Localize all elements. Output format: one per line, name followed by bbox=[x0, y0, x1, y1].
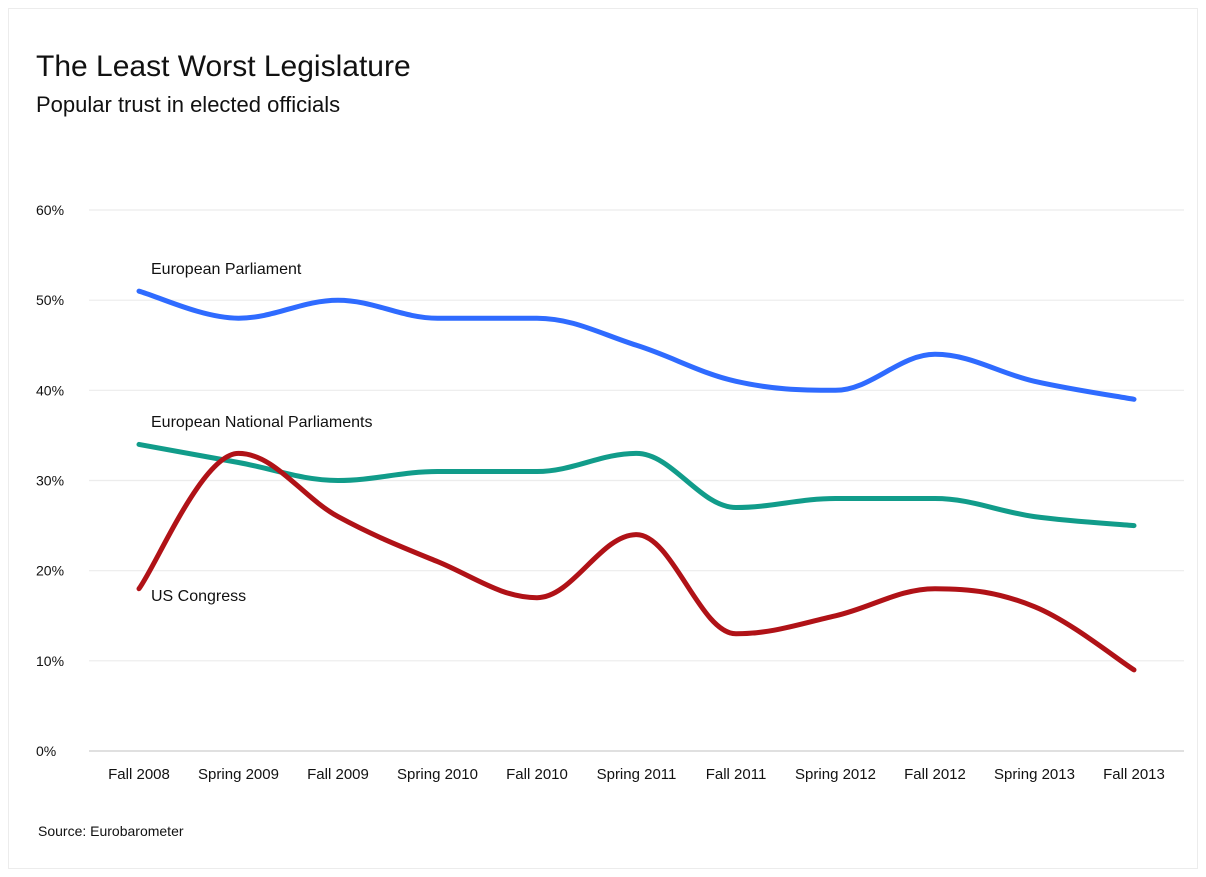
x-tick-label: Spring 2012 bbox=[795, 766, 876, 783]
y-tick-label: 40% bbox=[36, 382, 64, 398]
series-label-european-national-parliaments: European National Parliaments bbox=[151, 414, 372, 431]
x-axis: Fall 2008 Spring 2009 Fall 2009 Spring 2010… bbox=[108, 766, 1165, 783]
x-tick-label: Fall 2010 bbox=[506, 766, 568, 783]
x-tick-label: Spring 2011 bbox=[597, 766, 677, 783]
y-tick-label: 0% bbox=[36, 743, 56, 759]
series-label-european-parliament: European Parliament bbox=[151, 261, 302, 278]
x-tick-label: Spring 2013 bbox=[994, 766, 1075, 783]
chart-frame bbox=[8, 8, 1198, 869]
y-axis: 0% 10% 20% 30% 40% 50% 60% bbox=[36, 202, 64, 759]
chart-subtitle: Popular trust in elected officials bbox=[36, 92, 341, 117]
y-tick-label: 30% bbox=[36, 473, 64, 489]
x-tick-label: Fall 2013 bbox=[1103, 766, 1165, 783]
series-labels: European Parliament European National Par… bbox=[151, 261, 372, 605]
x-tick-label: Fall 2012 bbox=[904, 766, 966, 783]
series-line-us-congress bbox=[136, 450, 1137, 673]
source-note: Source: Eurobarometer bbox=[38, 823, 184, 839]
chart-title: The Least Worst Legislature bbox=[36, 50, 411, 83]
y-tick-label: 20% bbox=[36, 563, 64, 579]
x-tick-label: Fall 2008 bbox=[108, 766, 170, 783]
series-label-us-congress: US Congress bbox=[151, 588, 246, 605]
y-tick-label: 50% bbox=[36, 292, 64, 308]
x-tick-label: Spring 2009 bbox=[198, 766, 279, 783]
x-tick-label: Fall 2011 bbox=[706, 766, 767, 783]
y-tick-label: 10% bbox=[36, 653, 64, 669]
x-tick-label: Fall 2009 bbox=[307, 766, 369, 783]
series-line-european-national-parliaments bbox=[136, 441, 1137, 529]
series-line-european-parliament bbox=[136, 288, 1137, 402]
series-lines bbox=[136, 288, 1137, 673]
y-tick-label: 60% bbox=[36, 202, 64, 218]
grid-lines bbox=[89, 209, 1184, 752]
x-tick-label: Spring 2010 bbox=[397, 766, 478, 783]
